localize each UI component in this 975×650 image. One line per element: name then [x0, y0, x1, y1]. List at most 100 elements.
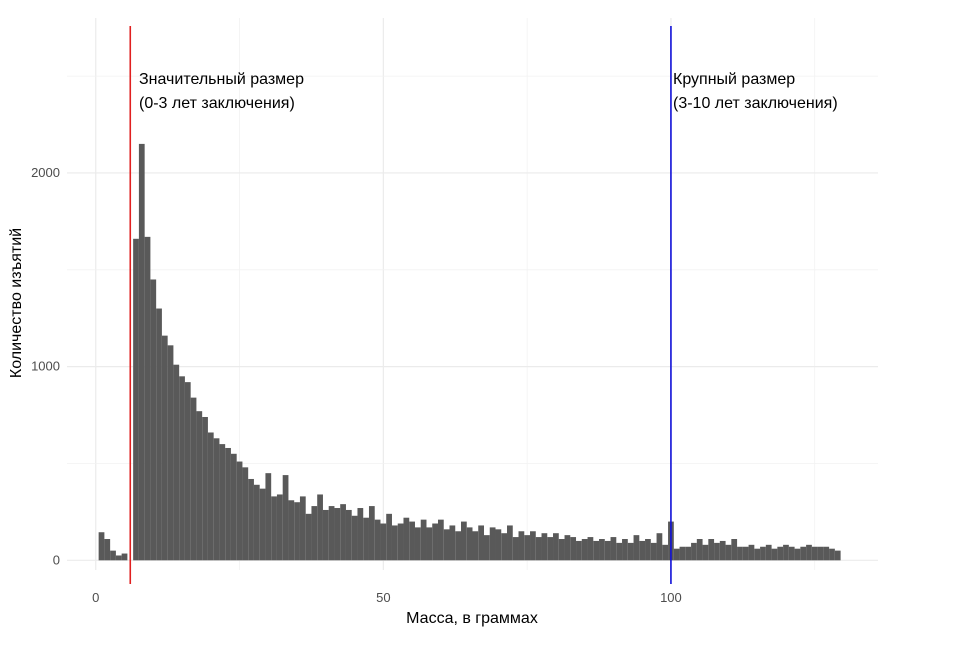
- histogram-bar: [345, 509, 352, 561]
- histogram-bar: [829, 548, 835, 561]
- histogram-bar: [98, 532, 105, 561]
- histogram-bar: [213, 438, 220, 561]
- histogram-bar: [173, 364, 180, 561]
- histogram-bar: [138, 143, 145, 561]
- histogram-bar: [184, 382, 191, 561]
- histogram-bar: [150, 279, 157, 561]
- ref-label-1-line1: Значительный размер: [139, 71, 304, 88]
- histogram-bar: [317, 494, 323, 561]
- histogram-bar: [409, 521, 415, 561]
- histogram-bar: [696, 539, 703, 561]
- histogram-bar: [236, 461, 243, 561]
- histogram-bar: [391, 525, 398, 561]
- histogram-bar: [288, 500, 295, 561]
- histogram-bar: [294, 502, 300, 561]
- histogram-bar: [685, 546, 692, 561]
- histogram-bar: [679, 546, 686, 561]
- histogram-bar: [622, 539, 628, 561]
- histogram-bar: [455, 531, 461, 561]
- histogram-bar: [121, 553, 128, 561]
- histogram-bar: [748, 544, 755, 561]
- histogram-bar: [610, 537, 617, 561]
- histogram-bar: [737, 546, 743, 561]
- histogram-bar: [570, 537, 577, 561]
- histogram-bar: [437, 519, 444, 561]
- histogram-bar: [414, 527, 421, 561]
- histogram-bar: [507, 525, 513, 561]
- histogram-bar: [834, 550, 841, 561]
- histogram-bar: [541, 533, 548, 561]
- histogram-bar: [248, 478, 254, 561]
- histogram-bar: [719, 540, 726, 561]
- x-tick-label: 0: [92, 590, 99, 605]
- histogram-bar: [512, 537, 519, 561]
- histogram-bar: [196, 411, 203, 561]
- histogram-bar: [576, 540, 582, 561]
- histogram-bar: [340, 504, 346, 561]
- histogram-bar: [760, 546, 766, 561]
- histogram-bar: [397, 523, 404, 561]
- histogram-bar: [656, 533, 663, 561]
- histogram-bar: [564, 535, 571, 561]
- histogram-bar: [714, 542, 720, 561]
- histogram-bar: [311, 506, 318, 561]
- histogram-bar: [104, 539, 111, 561]
- histogram-bar: [524, 535, 531, 561]
- histogram-bar: [731, 539, 738, 561]
- histogram-bar: [386, 513, 392, 561]
- histogram-bar: [765, 544, 772, 561]
- histogram-bar: [702, 544, 709, 561]
- histogram-bar: [460, 521, 467, 561]
- y-tick-label: 0: [53, 552, 60, 567]
- histogram-bar: [645, 539, 651, 561]
- ref-label-2-line1: Крупный размер: [673, 71, 795, 88]
- histogram-bar: [604, 540, 611, 561]
- histogram-bar: [443, 529, 450, 561]
- histogram-bar: [725, 544, 732, 561]
- histogram-bar: [484, 535, 490, 561]
- reference-lines: [129, 26, 672, 584]
- histogram-bar: [662, 544, 669, 561]
- x-axis-title: Масса, в граммах: [406, 610, 538, 627]
- histogram-bar: [472, 531, 479, 561]
- histogram-bar: [225, 447, 231, 561]
- histogram-bar: [794, 548, 801, 561]
- y-tick-label: 1000: [31, 359, 60, 374]
- y-axis-title: Количество изъятий: [8, 228, 25, 378]
- ref-label-2-line2: (3-10 лет заключения): [673, 95, 838, 112]
- histogram-bar: [265, 473, 272, 561]
- histogram-bar: [650, 542, 657, 561]
- histogram-bar: [242, 467, 249, 561]
- histogram-bar: [334, 508, 341, 561]
- histogram-bar: [368, 506, 375, 561]
- histogram-bar: [806, 544, 812, 561]
- histogram-bar: [691, 542, 697, 561]
- histogram-bar: [800, 546, 807, 561]
- histogram-bar: [553, 533, 559, 561]
- histogram-bar: [202, 416, 208, 561]
- histogram-bar: [110, 550, 116, 561]
- histogram-bar: [207, 432, 214, 561]
- histogram-bar: [627, 542, 634, 561]
- histogram-bar: [518, 531, 525, 561]
- histogram-bar: [708, 539, 715, 561]
- histogram-bar: [420, 519, 427, 561]
- histogram-bar: [811, 546, 818, 561]
- histogram-bar: [489, 527, 496, 561]
- histogram-bar: [282, 475, 289, 561]
- histogram-bar: [322, 509, 329, 561]
- histogram-bar: [167, 345, 174, 561]
- histogram-bar: [179, 376, 185, 561]
- histogram-bar: [754, 548, 761, 561]
- histogram-bar: [374, 519, 381, 561]
- histogram-bar: [259, 488, 266, 561]
- histogram-bar: [788, 546, 795, 561]
- histogram-bar: [593, 540, 600, 561]
- histogram-bar: [771, 548, 778, 561]
- x-tick-label: 100: [660, 590, 682, 605]
- histogram-bar: [219, 444, 226, 561]
- histogram-bar: [276, 494, 283, 561]
- histogram-bar: [426, 527, 433, 561]
- histogram-bar: [156, 308, 162, 561]
